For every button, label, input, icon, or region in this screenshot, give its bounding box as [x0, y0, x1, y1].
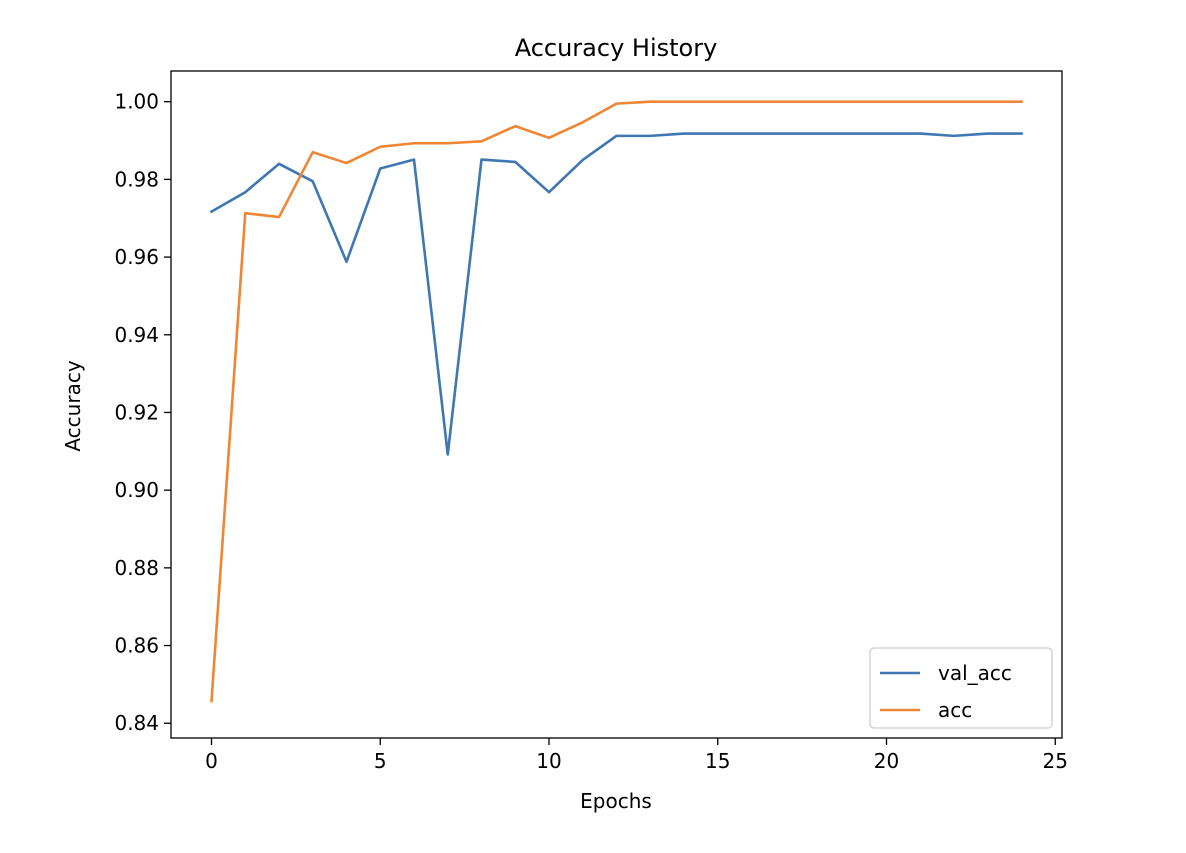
series-line-acc: [210, 100, 1023, 703]
y-tick-label: 0.86: [114, 634, 159, 658]
x-tick-label: 15: [705, 749, 730, 773]
axis-ticks: 0 5 10 15 20 25 0.84 0.86 0.88 0.90 0.92 0.94 0.96 0.…: [114, 90, 1068, 773]
y-tick-label: 0.92: [114, 400, 159, 424]
x-tick-label: 10: [536, 749, 561, 773]
y-tick-label: 0.90: [114, 478, 159, 502]
plot-series: [209, 100, 1023, 703]
chart-title: Accuracy History: [515, 34, 718, 62]
y-axis-label: Accuracy: [61, 360, 85, 451]
x-tick-label: 25: [1043, 749, 1068, 773]
x-tick-label: 20: [874, 749, 899, 773]
legend-box: [869, 647, 1053, 729]
y-tick-label: 0.88: [114, 556, 159, 580]
y-tick-label: 0.84: [114, 711, 159, 735]
series-line-val-acc: [209, 132, 1023, 456]
x-tick-label: 0: [205, 749, 218, 773]
x-tick-label: 5: [374, 749, 387, 773]
x-axis-label: Epochs: [580, 789, 652, 813]
y-tick-label: 0.96: [114, 245, 159, 269]
y-tick-label: 1.00: [114, 90, 159, 114]
y-tick-label: 0.94: [114, 323, 159, 347]
y-tick-label: 0.98: [114, 167, 159, 191]
legend-label: val_acc: [938, 661, 1012, 685]
legend-label: acc: [938, 698, 972, 722]
plot-area-frame: [170, 70, 1063, 739]
